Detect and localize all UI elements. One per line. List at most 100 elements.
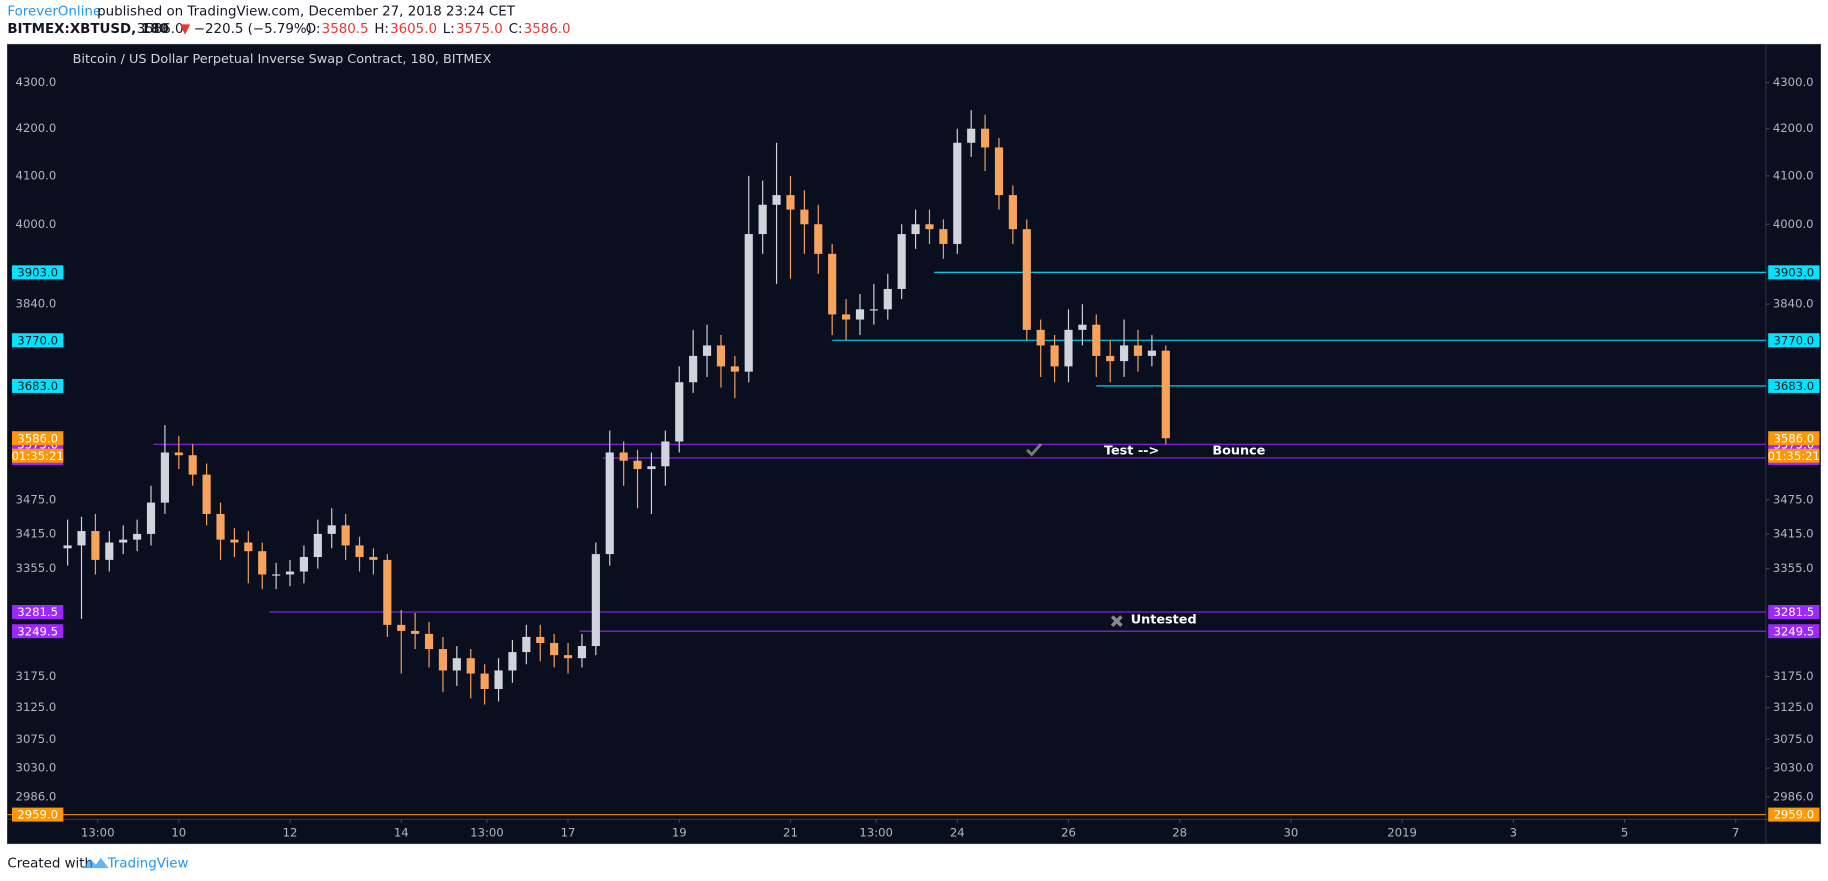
candle-body — [939, 229, 948, 244]
chart-title: Bitcoin / US Dollar Perpetual Inverse Sw… — [73, 52, 492, 67]
candle-body — [119, 539, 128, 543]
candle-body — [77, 531, 86, 546]
x-tick-label: 10 — [171, 826, 186, 840]
ohlc-value: 3586.0 — [524, 22, 571, 37]
y-tick-label-right: 3355.0 — [1773, 561, 1814, 575]
candle-body — [911, 224, 920, 235]
candle-body — [814, 224, 823, 254]
y-tick-label-right: 3125.0 — [1773, 700, 1814, 714]
x-tick-label: 7 — [1732, 826, 1739, 840]
candle-body — [285, 571, 295, 575]
candle-body — [702, 345, 712, 356]
y-tick-label: 3075.0 — [16, 732, 57, 746]
candle-body — [63, 545, 72, 549]
x-tick-label: 30 — [1284, 826, 1299, 840]
last-price-label-box — [1768, 431, 1820, 446]
last-price-label-box — [12, 431, 64, 446]
y-tick-label-right: 3175.0 — [1773, 669, 1814, 683]
level-label-box — [1768, 265, 1820, 280]
level-label-box — [12, 807, 64, 822]
candle-body — [424, 633, 434, 650]
candle-body — [1064, 329, 1073, 367]
candle-body — [689, 355, 698, 383]
candle-body — [522, 636, 531, 653]
change-arrow: ▼ — [180, 22, 191, 37]
candle-body — [452, 658, 461, 671]
candle-body — [758, 204, 767, 235]
level-label: 2959.0 — [1773, 808, 1814, 822]
candle-body — [786, 195, 795, 210]
logo — [83, 857, 109, 869]
footer-brand[interactable]: TradingView — [107, 857, 189, 872]
countdown-label: 01:35:21 — [12, 449, 64, 463]
candle-body — [1161, 350, 1170, 439]
candle-body — [967, 128, 976, 143]
level-label: 3249.5 — [17, 624, 58, 638]
candle-body — [675, 382, 684, 442]
y-tick-label: 4000.0 — [16, 217, 57, 231]
level-label-box — [12, 624, 64, 639]
ohlc: O: 3580.5 H: 3605.0 L: 3575.0 C: 3586.0 — [306, 22, 571, 37]
candle-body — [828, 253, 837, 315]
y-tick-label-right: 4100.0 — [1773, 168, 1814, 182]
candle-body — [841, 314, 851, 320]
level-label-box — [1768, 605, 1820, 619]
x-tick-label: 28 — [1172, 826, 1187, 840]
x-tick-label: 17 — [561, 826, 576, 840]
ohlc-value: 3605.0 — [390, 22, 437, 37]
last-price-label: 3586.0 — [1773, 431, 1814, 445]
candle-body — [466, 658, 475, 674]
candle-body — [174, 452, 183, 456]
x-tick-label: 21 — [783, 826, 798, 840]
candle-body — [1106, 355, 1115, 362]
x-tick-label: 24 — [950, 826, 965, 840]
candle-body — [661, 441, 670, 467]
candle-body — [730, 366, 739, 372]
candle-body — [981, 128, 990, 148]
candle-body — [272, 574, 281, 576]
y-tick-label: 3175.0 — [16, 669, 57, 683]
candle-body — [716, 345, 726, 367]
published: published on TradingView.com, December 2… — [97, 5, 516, 20]
x-tick-label: 3 — [1510, 826, 1517, 840]
candle-body — [188, 455, 197, 475]
ohlc-label: O: — [306, 22, 321, 37]
check-icon — [1026, 443, 1043, 457]
candle-body — [577, 646, 587, 659]
symbol: BITMEX:XBTUSD, 180 — [7, 22, 168, 37]
candle-body — [1036, 329, 1045, 346]
candle-body — [1120, 345, 1129, 362]
y-tick-label: 4200.0 — [16, 121, 57, 135]
ohlc-label: C: — [509, 22, 523, 37]
annotation-test: Test --> — [1104, 443, 1159, 458]
candle-body — [994, 147, 1004, 196]
level-label-box — [1768, 807, 1820, 822]
ohlc-value: 3575.0 — [456, 22, 503, 37]
candle-body — [91, 531, 100, 560]
y-tick-label-right: 4300.0 — [1773, 75, 1814, 89]
candle-body — [1133, 345, 1143, 356]
y-tick-label: 3475.0 — [16, 492, 57, 506]
level-label-box — [1768, 333, 1820, 348]
candle-body — [1078, 324, 1087, 330]
author[interactable]: ForeverOnline — [7, 5, 101, 20]
y-tick-label: 3415.0 — [16, 526, 57, 540]
y-tick-label: 3030.0 — [16, 761, 57, 775]
y-tick-label: 4300.0 — [16, 75, 57, 89]
y-tick-label: 3840.0 — [16, 297, 57, 311]
x-tick-label: 13:00 — [81, 826, 115, 840]
candle-body — [536, 636, 545, 643]
candle-body — [647, 466, 656, 470]
level-label: 3683.0 — [17, 379, 58, 393]
candle-body — [258, 551, 267, 575]
level-label: 3249.5 — [1773, 624, 1814, 638]
candle-body — [299, 556, 309, 572]
candle-body — [591, 554, 600, 647]
candle-body — [883, 288, 892, 310]
last-price-label: 3586.0 — [17, 431, 58, 445]
candle-body — [855, 309, 865, 320]
candle-body — [633, 460, 642, 470]
y-tick-label-right: 3075.0 — [1773, 732, 1814, 746]
y-tick-label-right: 3840.0 — [1773, 297, 1814, 311]
